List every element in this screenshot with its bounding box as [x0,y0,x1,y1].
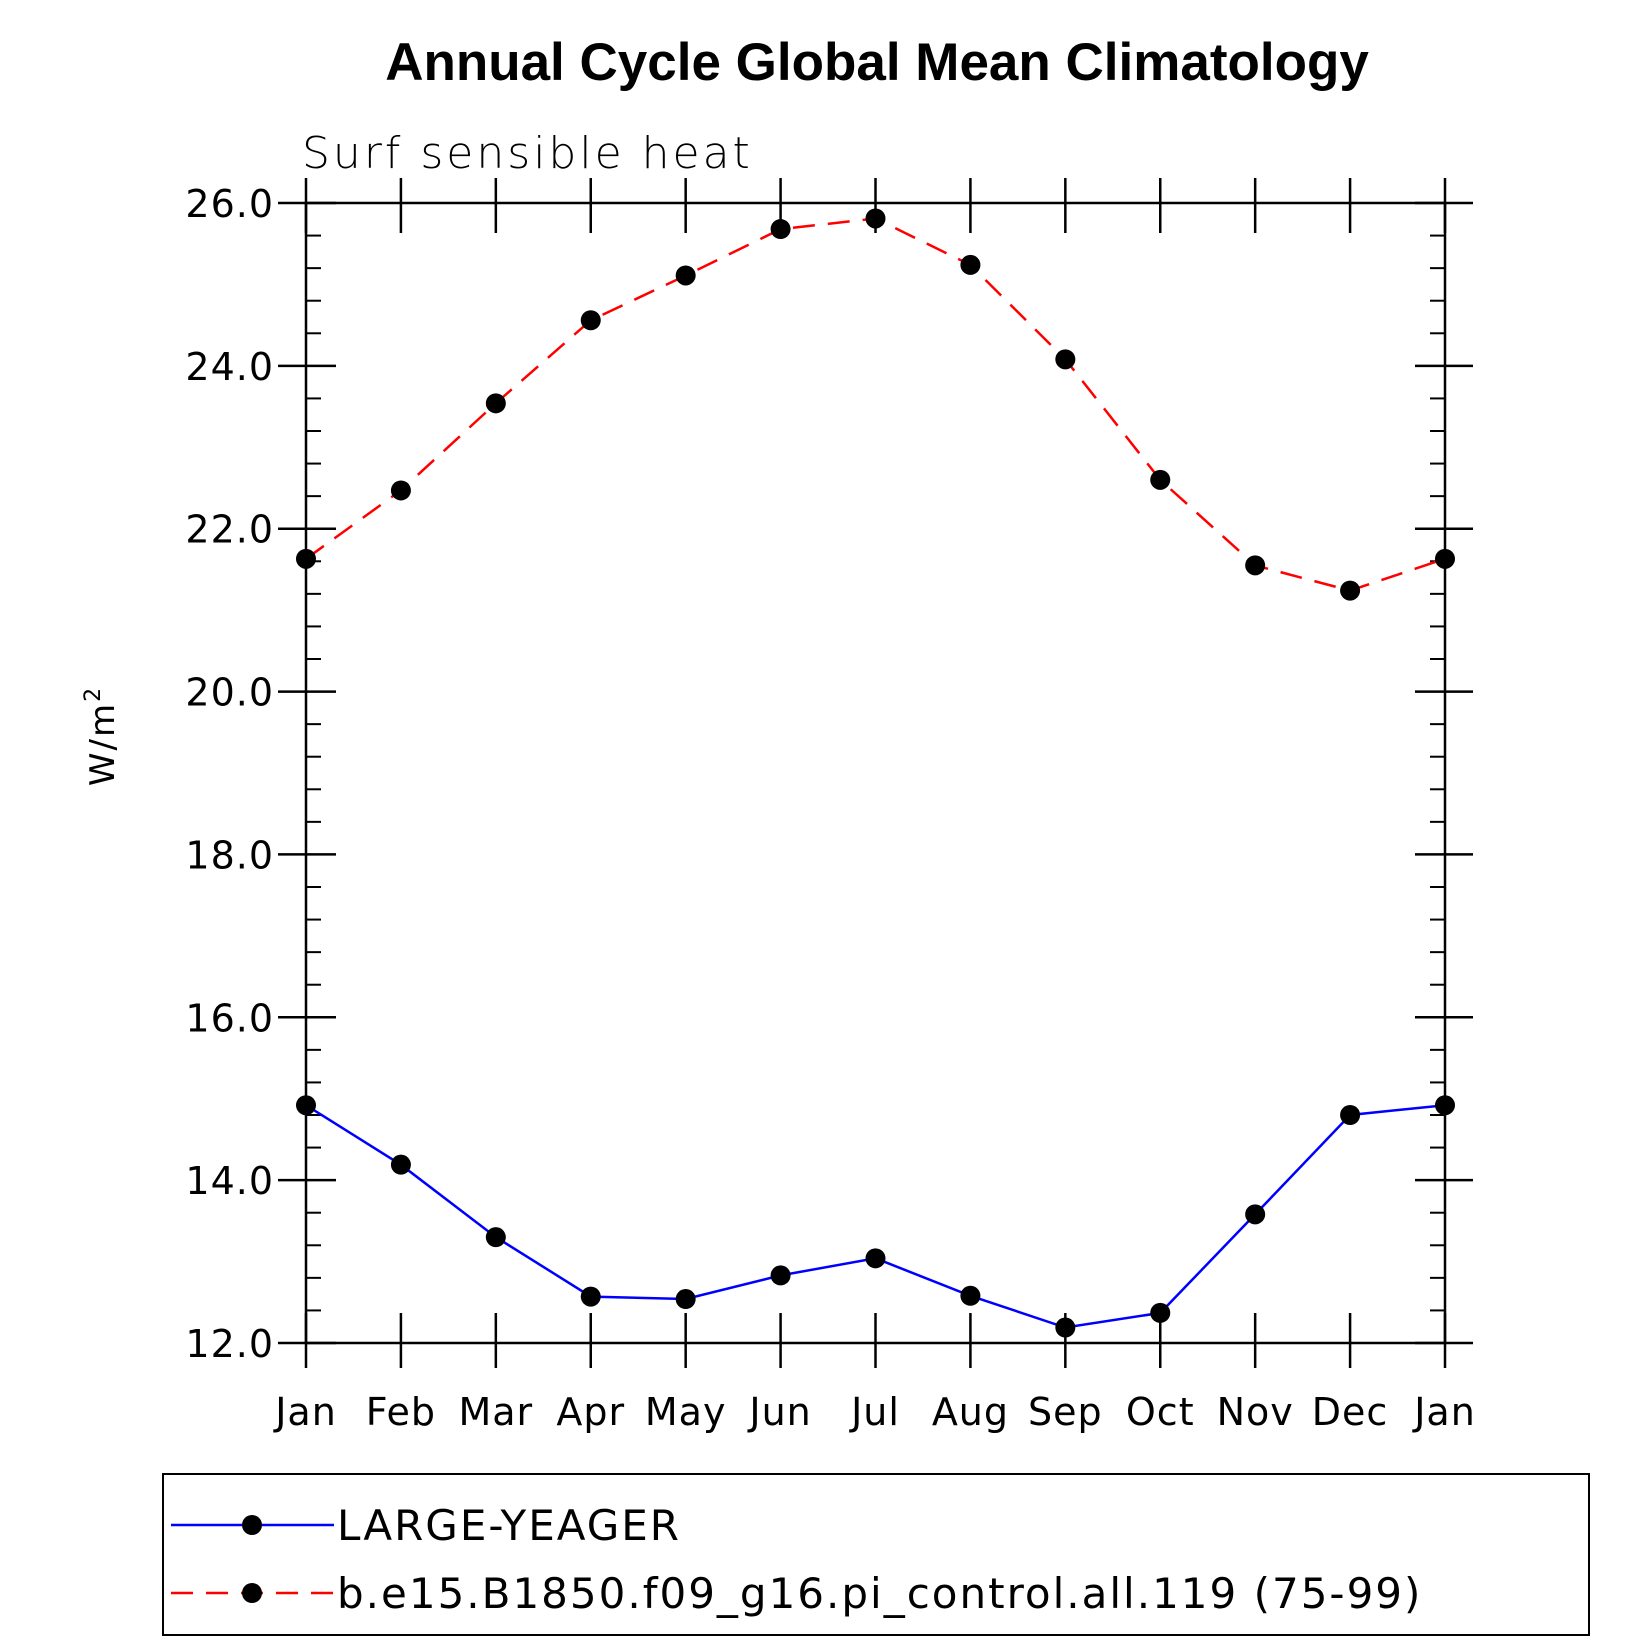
data-point [296,548,316,569]
data-point [865,1248,886,1269]
svg-text:W/m2: W/m2 [81,686,123,786]
data-point [296,1095,316,1116]
data-point [770,1265,791,1286]
data-point [1435,1095,1455,1116]
series-lines [305,217,1446,1329]
y-tick-label: 22.0 [185,508,274,552]
legend: LARGE-YEAGER b.e15.B1850.f09_g16.pi_contr… [162,1473,1590,1636]
data-point [865,208,886,229]
x-tick-label: Aug [932,1390,1009,1434]
x-tick-label: Jul [849,1390,900,1434]
y-tick-label: 26.0 [185,182,274,226]
y-tick-label: 12.0 [185,1322,274,1366]
y-axis-label-superscript: 2 [81,686,106,702]
y-tick-label: 20.0 [185,671,274,715]
y-tick-label: 16.0 [185,996,274,1040]
data-point [390,480,411,501]
x-tick-label: Dec [1312,1390,1389,1434]
series-line [305,217,1446,592]
x-tick-labels: Jan Feb Mar Apr May Jun Jul Aug Sep Oct Nov Dec Jan [273,1390,1476,1434]
y-axis-label-text: W/m [83,702,123,786]
y-tick-label: 18.0 [185,833,274,877]
data-point [1340,580,1361,601]
data-point [390,1154,411,1175]
data-point [1245,555,1266,576]
data-point [1340,1105,1361,1125]
legend-label: b.e15.B1850.f09_g16.pi_control.all.119 (… [337,1569,1422,1618]
x-tick-label: Sep [1028,1390,1103,1434]
x-tick-label: Nov [1217,1390,1294,1434]
data-point [675,1289,696,1310]
data-point [485,1227,506,1248]
x-tick-label: Jan [273,1390,337,1434]
data-point [1245,1204,1266,1225]
plot-frame [304,201,1447,1345]
data-point [960,254,981,275]
axis-ticks [278,178,1473,1368]
x-tick-label: May [645,1390,727,1434]
data-point [485,393,506,414]
y-tick-label: 24.0 [185,345,274,389]
chart-title: Annual Cycle Global Mean Climatology [385,33,1369,92]
legend-box [162,1473,1590,1636]
data-point [580,1286,601,1307]
data-point [675,265,696,286]
x-tick-label: Apr [556,1390,625,1434]
data-point [1150,469,1171,490]
data-point [1055,1317,1076,1338]
x-tick-label: Mar [458,1390,533,1434]
legend-items: LARGE-YEAGER b.e15.B1850.f09_g16.pi_contr… [171,1501,1422,1618]
y-axis-label: W/m2 [81,686,123,786]
legend-marker [242,1515,262,1535]
data-point [580,310,601,331]
data-point [1055,349,1076,370]
x-tick-label: Feb [366,1390,436,1434]
series-points [296,208,1455,1338]
y-tick-label: 14.0 [185,1159,274,1203]
legend-label: LARGE-YEAGER [337,1501,681,1550]
x-tick-label: Jan [1412,1390,1476,1434]
legend-marker [242,1583,262,1603]
data-point [770,219,791,240]
y-tick-labels: 12.0 14.0 16.0 18.0 20.0 22.0 24.0 26.0 [185,182,274,1366]
chart-subtitle: Surf sensible heat [302,128,753,179]
data-point [960,1285,981,1306]
x-tick-label: Oct [1126,1390,1195,1434]
series-line [305,1103,1446,1329]
data-point [1435,548,1455,569]
x-tick-label: Jun [747,1390,811,1434]
data-point [1150,1302,1171,1323]
